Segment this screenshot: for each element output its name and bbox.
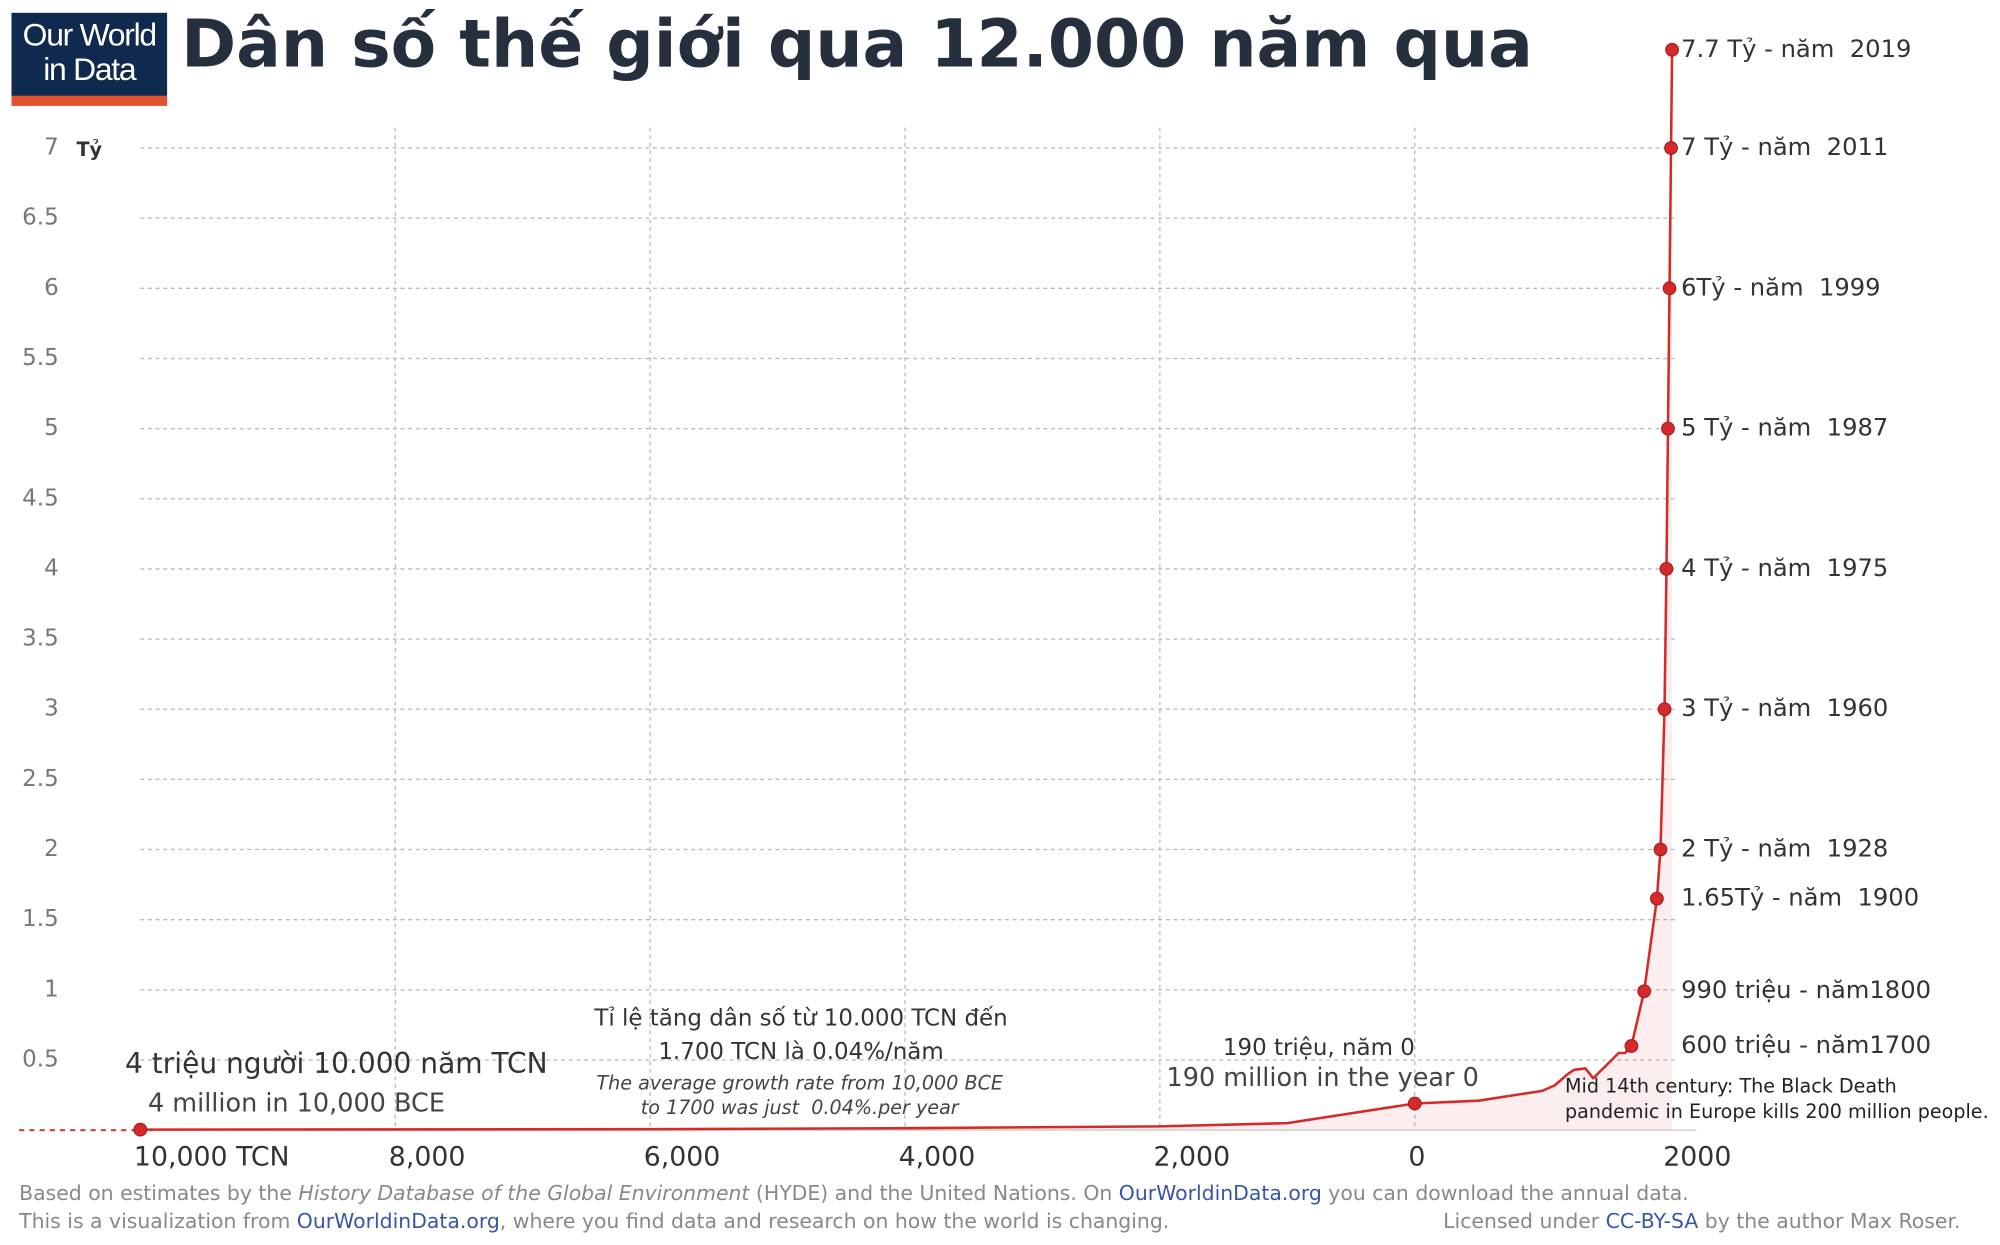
y-tick-label: 1.5 [22,906,58,932]
point-label: 5 Tỷ - năm 1987 [1681,414,1888,442]
footer-link[interactable]: OurWorldinData.org [297,1209,500,1233]
point [1664,141,1678,155]
x-tick-label: 2,000 [1153,1142,1230,1173]
x-tick-label: 8,000 [389,1142,466,1173]
y-tick-label: 6 [44,275,59,301]
x-tick-label: 2000 [1663,1142,1731,1173]
x-tick-label: 6,000 [644,1142,721,1173]
point-label: 990 triệu - năm1800 [1681,976,1931,1004]
annotation: 190 million in the year 0 [1167,1063,1479,1093]
point [1624,1039,1639,1053]
point-label: 7 Tỷ - năm 2011 [1681,133,1888,161]
annotation: Mid 14th century: The Black Death [1565,1074,1897,1097]
footer-text: Licensed under [1443,1209,1606,1233]
logo-bar [11,95,168,106]
x-tick-label: 0 [1408,1142,1425,1173]
footer-source: Based on estimates by the History Databa… [19,1181,1689,1205]
point-label: 600 triệu - năm1700 [1681,1031,1931,1059]
y-tick-label: 7 [44,135,59,161]
y-tick-label: 2.5 [22,766,58,792]
x-tick-label: 4,000 [899,1142,976,1173]
logo-text: in Data [43,51,137,87]
footer-text: Based on estimates by the [19,1181,298,1205]
footer-text: This is a visualization from [18,1209,297,1233]
line [140,49,1674,1131]
point [1661,421,1675,436]
annotation: Tỉ lệ tăng dân số từ 10.000 TCN đến [593,1006,1007,1032]
point [133,1122,148,1137]
annotation: 4 million in 10,000 BCE [148,1089,445,1119]
annotation: 190 triệu, năm 0 [1223,1035,1415,1061]
annotation: The average growth rate from 10,000 BCE [596,1072,1003,1095]
point [1662,281,1677,296]
annotation: pandemic in Europe kills 200 million peo… [1565,1100,1989,1123]
annotation: to 1700 was just 0.04%.per year [641,1096,960,1119]
y-tick-label: 1 [44,976,59,1002]
point [1653,842,1668,857]
area [140,49,1673,1131]
y-tick-label: 5.5 [22,345,58,371]
y-tick-label: 4 [44,555,59,581]
point [1637,984,1652,999]
footer-text: you can download the annual data. [1322,1181,1689,1205]
y-tick-label: 3.5 [22,626,58,652]
y-tick-label: 5 [44,415,59,441]
logo-text: Our World [23,16,156,52]
point-label: 7.7 Tỷ - năm 2019 [1681,35,1911,63]
footer-note: This is a visualization from OurWorldinD… [18,1209,1169,1233]
y-tick-label: 4.5 [22,485,58,511]
point-label: 4 Tỷ - năm 1975 [1681,554,1888,582]
y-tick-label: 0.5 [22,1047,58,1073]
point-label: 1.65Tỷ - năm 1900 [1681,884,1919,912]
footer-text: (HYDE) and the United Nations. On [749,1181,1118,1205]
footer-link[interactable]: OurWorldinData.org [1119,1181,1322,1205]
point [1657,702,1672,717]
footer-license: Licensed under CC-BY-SA by the author Ma… [1443,1209,1960,1233]
point [1665,42,1679,57]
y-tick-label: 3 [44,696,59,722]
x-tick-label: 10,000 TCN [134,1142,290,1173]
footer-link[interactable]: CC-BY-SA [1606,1209,1699,1233]
y-tick-label: 6.5 [22,205,58,231]
point-label: 6Tỷ - năm 1999 [1681,273,1881,301]
point [1659,562,1674,576]
point-label: 2 Tỷ - năm 1928 [1681,835,1888,863]
chart-title: Dân số thế giới qua 12.000 năm qua [181,5,1533,83]
footer-text: by the author Max Roser. [1698,1209,1960,1233]
annotation: 4 triệu người 10.000 năm TCN [125,1047,548,1080]
point [1650,891,1664,906]
y-tick-label: 2 [44,836,59,862]
annotation: 1.700 TCN là 0.04%/năm [658,1039,943,1065]
footer-text: , where you find data and research on ho… [500,1209,1169,1233]
y-unit: Tỷ [77,138,103,161]
point-label: 3 Tỷ - năm 1960 [1681,694,1888,722]
footer-text: History Database of the Global Environme… [298,1181,750,1205]
logo-box [11,12,168,97]
point [1407,1096,1422,1111]
